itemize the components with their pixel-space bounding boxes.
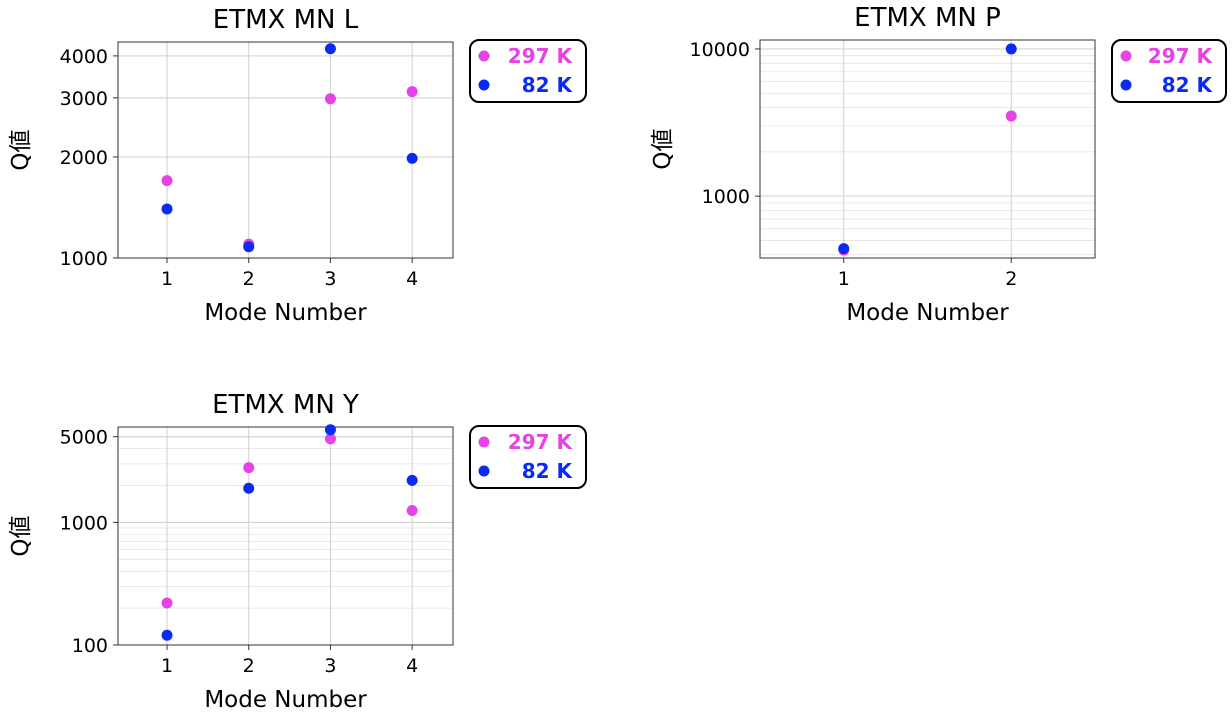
chart-title: ETMX MN L xyxy=(213,5,359,35)
x-tick-label: 3 xyxy=(324,655,336,677)
legend: 297 K 82 K xyxy=(469,39,587,103)
legend-marker xyxy=(1120,50,1132,62)
legend-box xyxy=(1111,39,1227,103)
y-axis-label: Q値 xyxy=(8,515,34,556)
y-tick-label: 1000 xyxy=(60,512,108,534)
legend-marker xyxy=(478,436,490,448)
data-point-82k xyxy=(243,241,255,253)
y-tick-label: 4000 xyxy=(60,46,108,68)
x-tick-label: 1 xyxy=(838,268,850,290)
data-point-82k xyxy=(324,424,336,436)
y-axis-label: Q値 xyxy=(650,128,676,169)
x-tick-label: 2 xyxy=(1005,268,1017,290)
x-tick-label: 2 xyxy=(243,655,255,677)
data-point-82k xyxy=(406,474,418,486)
data-point-297k xyxy=(1005,110,1017,122)
x-axis-label: Mode Number xyxy=(204,687,367,712)
x-tick-label: 2 xyxy=(243,268,255,290)
legend-label: 82 K xyxy=(522,459,574,483)
data-point-82k xyxy=(243,482,255,494)
legend: 297 K 82 K xyxy=(1111,39,1227,103)
chart-panel-2: 1 2 1000 10000 ETMX MN P Mode Number Q値 297 K 82… xyxy=(650,3,1227,326)
data-point-297k xyxy=(161,597,173,609)
x-tick-label: 4 xyxy=(406,655,418,677)
legend-label: 82 K xyxy=(522,73,574,97)
x-axis-label: Mode Number xyxy=(204,300,367,326)
data-point-82k xyxy=(324,43,336,55)
data-point-82k xyxy=(406,152,418,164)
x-tick-label: 1 xyxy=(161,268,173,290)
legend-marker xyxy=(478,465,490,477)
plot-area-frame xyxy=(117,426,454,646)
legend-marker xyxy=(478,79,490,91)
chart-title: ETMX MN Y xyxy=(212,390,359,420)
legend-marker xyxy=(1120,79,1132,91)
data-point-297k xyxy=(324,433,336,445)
data-point-297k xyxy=(406,86,418,98)
legend-label: 297 K xyxy=(1148,44,1214,68)
data-point-297k xyxy=(243,462,255,474)
x-tick-label: 1 xyxy=(161,655,173,677)
legend-box xyxy=(469,425,587,489)
y-tick-label: 3000 xyxy=(60,88,108,110)
y-tick-label: 2000 xyxy=(60,147,108,169)
chart-panel-1: 1 2 3 4 1000 2000 3000 4000 ETMX MN L Mode Number… xyxy=(8,5,587,326)
y-tick-label: 100 xyxy=(72,635,108,657)
data-point-82k xyxy=(161,629,173,641)
legend-label: 297 K xyxy=(508,430,574,454)
legend-label: 82 K xyxy=(1162,73,1214,97)
legend: 297 K 82 K xyxy=(469,425,587,489)
data-point-82k xyxy=(838,243,850,255)
x-tick-label: 4 xyxy=(406,268,418,290)
data-point-297k xyxy=(406,505,418,517)
plot-area-frame xyxy=(759,39,1096,259)
plot-area-frame xyxy=(117,41,454,259)
y-tick-label: 10000 xyxy=(690,39,750,61)
x-axis-label: Mode Number xyxy=(846,300,1009,326)
y-axis-label: Q値 xyxy=(8,129,34,170)
legend-label: 297 K xyxy=(508,44,574,68)
y-tick-label: 1000 xyxy=(60,248,108,270)
data-point-297k xyxy=(324,93,336,105)
data-point-82k xyxy=(1005,43,1017,55)
x-tick-label: 3 xyxy=(324,268,336,290)
y-tick-label: 1000 xyxy=(702,186,750,208)
legend-marker xyxy=(478,50,490,62)
data-point-297k xyxy=(161,175,173,187)
chart-panel-3: 1 2 3 4 100 1000 5000 ETMX MN Y Mode Number Q値 297… xyxy=(8,390,587,712)
chart-title: ETMX MN P xyxy=(854,3,1001,33)
y-tick-label: 5000 xyxy=(60,427,108,449)
data-point-82k xyxy=(161,203,173,215)
legend-box xyxy=(469,39,587,103)
